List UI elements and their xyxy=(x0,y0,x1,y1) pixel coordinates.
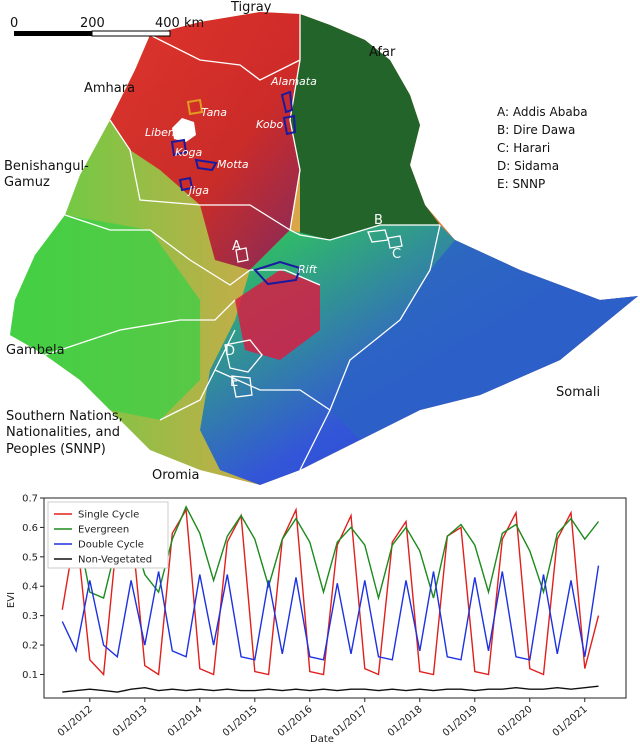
x-tick-label: 01/2013 xyxy=(111,704,150,739)
marker-e: E xyxy=(230,375,238,390)
marker-c: C xyxy=(392,247,401,262)
somali-fill xyxy=(330,240,638,440)
x-tick-label: 01/2021 xyxy=(551,704,590,739)
evi-time-series-chart: 0.10.20.30.40.50.60.7 01/2012 01/2013 01/2… xyxy=(6,494,627,745)
y-axis: 0.1 0.2 0.3 0.4 0.5 0.6 0.7 xyxy=(22,494,44,681)
scale-bar-light-segment xyxy=(91,30,171,37)
site-label-jiga: Jiga xyxy=(187,184,209,197)
legend-label: Single Cycle xyxy=(78,510,139,521)
y-tick-label: 0.5 xyxy=(22,552,38,563)
x-tick-label: 01/2020 xyxy=(496,704,535,739)
site-label-kobo: Kobo xyxy=(256,118,284,131)
region-label-snnp-1: Southern Nations, xyxy=(6,409,123,424)
x-tick-label: 01/2016 xyxy=(276,704,315,739)
x-tick-label: 01/2014 xyxy=(166,704,205,739)
y-tick-label: 0.4 xyxy=(22,582,38,593)
key-snnp: E: SNNP xyxy=(497,177,545,191)
study-sites xyxy=(170,90,302,286)
site-label-tana: Tana xyxy=(201,106,227,119)
scale-bar: 0 200 400 km xyxy=(10,16,204,37)
key-harari: C: Harari xyxy=(497,141,550,155)
rift-fill xyxy=(235,270,320,360)
x-tick-label: 01/2018 xyxy=(386,704,425,739)
marker-b: B xyxy=(374,213,383,228)
y-tick-label: 0.6 xyxy=(22,523,38,534)
x-tick-label: 01/2017 xyxy=(331,704,370,739)
legend-label: Evergreen xyxy=(78,525,129,536)
region-north-fill xyxy=(110,12,300,270)
key-sidama: D: Sidama xyxy=(497,159,559,173)
key-addis-ababa: A: Addis Ababa xyxy=(497,105,588,119)
site-label-koga: Koga xyxy=(175,146,203,159)
series-line-evergreen xyxy=(61,505,600,601)
x-axis-label: Date xyxy=(310,734,334,745)
sw-green-fill xyxy=(10,215,200,420)
key-dire-dawa: B: Dire Dawa xyxy=(497,123,575,137)
y-tick-label: 0.1 xyxy=(22,670,38,681)
y-tick-label: 0.2 xyxy=(22,641,38,652)
x-tick-label: 01/2019 xyxy=(441,704,480,739)
region-label-benishangul: Benishangul- xyxy=(4,159,89,174)
series-lines xyxy=(61,505,600,693)
region-label-oromia: Oromia xyxy=(152,468,200,483)
site-label-rift: Rift xyxy=(298,263,318,276)
region-borders xyxy=(44,14,441,471)
x-tick-label: 01/2015 xyxy=(221,704,260,739)
scale-label-400: 400 km xyxy=(155,16,204,31)
scale-bar-dark-segment xyxy=(14,31,92,36)
legend-label: Non-Vegetated xyxy=(78,555,152,566)
y-axis-label: EVI xyxy=(6,592,17,608)
ethiopia-land-cover-map: 0 200 400 km Tigray Afar Amhara Benishan… xyxy=(4,0,638,485)
series-line-non-vegetated xyxy=(62,685,599,693)
series-line-double-cycle xyxy=(61,565,600,661)
y-tick-label: 0.3 xyxy=(22,611,38,622)
region-label-gambela: Gambela xyxy=(6,343,65,358)
lake-tana xyxy=(172,118,196,142)
scale-label-200: 200 xyxy=(80,16,105,31)
marker-d: D xyxy=(225,344,235,359)
region-label-afar: Afar xyxy=(369,45,396,60)
region-label-snnp-3: Peoples (SNNP) xyxy=(6,442,106,457)
x-tick-label: 01/2012 xyxy=(56,704,95,739)
region-label-gamuz: Gamuz xyxy=(4,175,50,190)
marker-a: A xyxy=(232,239,241,254)
legend: Single Cycle Evergreen Double Cycle Non-Veg… xyxy=(47,501,169,569)
legend-label: Double Cycle xyxy=(78,540,144,551)
region-label-somali: Somali xyxy=(556,385,600,400)
series-line-single-cycle xyxy=(61,507,600,677)
site-label-motta: Motta xyxy=(217,158,249,171)
legend-box xyxy=(47,501,169,569)
region-label-amhara: Amhara xyxy=(84,81,135,96)
afar-fill xyxy=(290,14,440,240)
site-label-alamata: Alamata xyxy=(270,75,317,88)
region-label-snnp-2: Nationalities, and xyxy=(6,425,120,440)
x-axis: 01/2012 01/2013 01/2014 01/2015 01/2016 01/20… xyxy=(56,698,590,739)
y-tick-label: 0.7 xyxy=(22,494,38,505)
region-label-tigray: Tigray xyxy=(230,0,272,15)
scale-label-0: 0 xyxy=(10,16,18,31)
site-label-liben: Liben xyxy=(145,126,175,139)
